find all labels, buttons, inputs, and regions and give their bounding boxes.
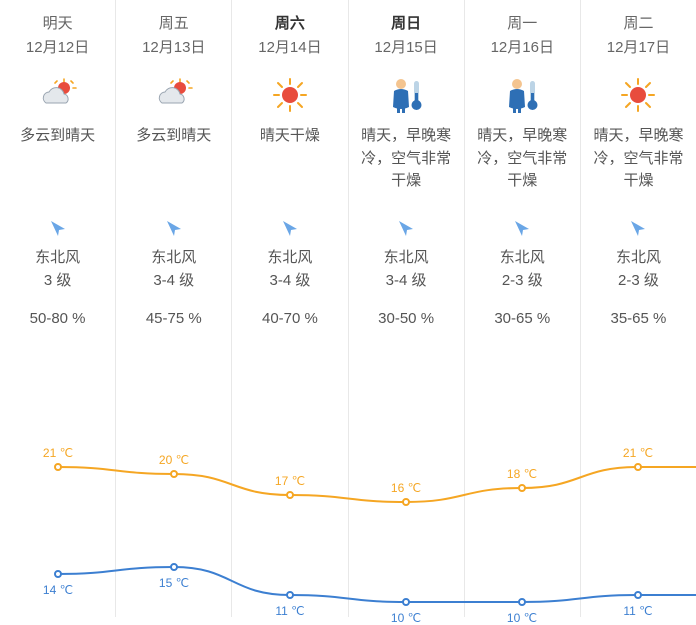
day-column: 周日 12月15日 晴天，早晚寒冷，空气非常干燥 东北风 3-4 级 30-50…	[349, 0, 465, 617]
wind-direction: 东北风	[232, 247, 347, 270]
wind-arrow-icon	[280, 218, 300, 238]
humidity-range: 35-65 %	[581, 310, 696, 327]
wind-level: 2-3 级	[581, 270, 696, 293]
partly-cloudy-icon	[154, 77, 194, 113]
day-date: 12月16日	[465, 36, 580, 57]
day-column: 周五 12月13日 多云到晴天 东北风 3-4 级 45-75 %	[116, 0, 232, 617]
wind-direction: 东北风	[349, 247, 464, 270]
day-date: 12月13日	[116, 36, 231, 57]
weather-description: 晴天，早晚寒冷，空气非常干燥	[465, 125, 580, 215]
day-label: 明天	[0, 12, 115, 36]
wind-arrow-icon	[396, 218, 416, 238]
weather-icon-wrap	[465, 75, 580, 115]
wind-level: 3-4 级	[349, 270, 464, 293]
humidity-range: 45-75 %	[116, 310, 231, 327]
weather-description: 多云到晴天	[0, 125, 115, 215]
day-label: 周五	[116, 12, 231, 36]
wind-direction: 东北风	[465, 247, 580, 270]
wind-icon-wrap	[465, 215, 580, 241]
wind-icon-wrap	[116, 215, 231, 241]
day-label: 周一	[465, 12, 580, 36]
day-column: 周二 12月17日 晴天，早晚寒冷，空气非常干燥 东北风 2-3 级 35-65…	[581, 0, 696, 617]
sunny-icon	[272, 77, 308, 113]
partly-cloudy-icon	[38, 77, 78, 113]
weather-description: 晴天干燥	[232, 125, 347, 215]
humidity-range: 50-80 %	[0, 310, 115, 327]
humidity-range: 30-65 %	[465, 310, 580, 327]
sunny-icon	[620, 77, 656, 113]
day-label: 周二	[581, 12, 696, 36]
humidity-range: 30-50 %	[349, 310, 464, 327]
weather-icon-wrap	[349, 75, 464, 115]
forecast-grid: 明天 12月12日 多云到晴天 东北风 3 级 50-80 % 周五 12月13…	[0, 0, 696, 617]
day-label: 周日	[349, 12, 464, 36]
humidity-range: 40-70 %	[232, 310, 347, 327]
wind-level: 3 级	[0, 270, 115, 293]
wind-level: 2-3 级	[465, 270, 580, 293]
day-label: 周六	[232, 12, 347, 36]
day-date: 12月12日	[0, 36, 115, 57]
day-date: 12月14日	[232, 36, 347, 57]
weather-description: 多云到晴天	[116, 125, 231, 215]
day-date: 12月17日	[581, 36, 696, 57]
wind-arrow-icon	[164, 218, 184, 238]
weather-description: 晴天，早晚寒冷，空气非常干燥	[349, 125, 464, 215]
wind-direction: 东北风	[581, 247, 696, 270]
weather-description: 晴天，早晚寒冷，空气非常干燥	[581, 125, 696, 215]
wind-icon-wrap	[349, 215, 464, 241]
wind-arrow-icon	[628, 218, 648, 238]
weather-icon-wrap	[0, 75, 115, 115]
wind-arrow-icon	[48, 218, 68, 238]
wind-level: 3-4 级	[116, 270, 231, 293]
day-column: 周一 12月16日 晴天，早晚寒冷，空气非常干燥 东北风 2-3 级 30-65…	[465, 0, 581, 617]
wind-icon-wrap	[232, 215, 347, 241]
cold-person-icon	[502, 75, 542, 115]
wind-arrow-icon	[512, 218, 532, 238]
wind-icon-wrap	[581, 215, 696, 241]
wind-icon-wrap	[0, 215, 115, 241]
weather-icon-wrap	[232, 75, 347, 115]
weather-icon-wrap	[581, 75, 696, 115]
wind-level: 3-4 级	[232, 270, 347, 293]
wind-direction: 东北风	[0, 247, 115, 270]
day-column: 明天 12月12日 多云到晴天 东北风 3 级 50-80 %	[0, 0, 116, 617]
day-date: 12月15日	[349, 36, 464, 57]
weather-icon-wrap	[116, 75, 231, 115]
cold-person-icon	[386, 75, 426, 115]
day-column: 周六 12月14日 晴天干燥 东北风 3-4 级 40-70 %	[232, 0, 348, 617]
wind-direction: 东北风	[116, 247, 231, 270]
